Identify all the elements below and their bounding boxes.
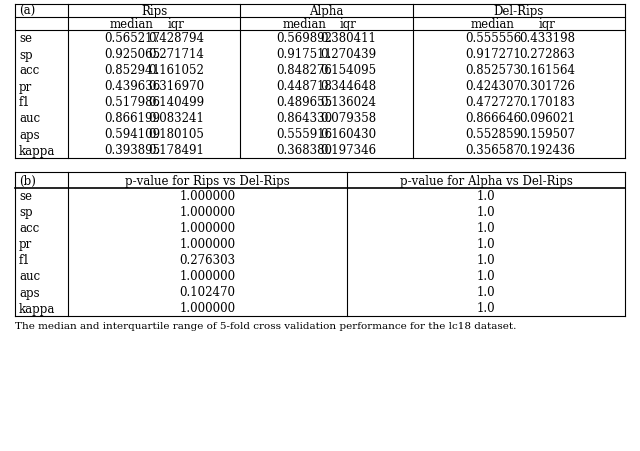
Text: 0.270439: 0.270439 xyxy=(321,48,376,61)
Text: 0.316970: 0.316970 xyxy=(148,80,204,93)
Text: sp: sp xyxy=(19,48,33,61)
Text: kappa: kappa xyxy=(19,302,56,315)
Text: se: se xyxy=(19,190,32,203)
Text: 1.0: 1.0 xyxy=(477,206,495,219)
Text: 0.301726: 0.301726 xyxy=(519,80,575,93)
Text: 0.140499: 0.140499 xyxy=(148,96,204,109)
Text: 0.489655: 0.489655 xyxy=(276,96,333,109)
Text: 0.517986: 0.517986 xyxy=(104,96,160,109)
Text: 0.083241: 0.083241 xyxy=(148,112,204,125)
Text: aps: aps xyxy=(19,128,40,141)
Text: p-value for Rips vs Del-Rips: p-value for Rips vs Del-Rips xyxy=(125,174,290,187)
Text: iqr: iqr xyxy=(340,18,357,31)
Text: 0.161564: 0.161564 xyxy=(519,64,575,77)
Text: 1.000000: 1.000000 xyxy=(179,222,236,235)
Text: 0.552859: 0.552859 xyxy=(465,128,521,141)
Text: se: se xyxy=(19,32,32,46)
Text: sp: sp xyxy=(19,206,33,219)
Text: 0.852573: 0.852573 xyxy=(465,64,521,77)
Text: 0.428794: 0.428794 xyxy=(148,32,204,46)
Text: (a): (a) xyxy=(19,5,35,18)
Text: 0.439636: 0.439636 xyxy=(104,80,160,93)
Text: The median and interquartile range of 5-fold cross validation performance for th: The median and interquartile range of 5-… xyxy=(15,322,516,331)
Text: 0.569892: 0.569892 xyxy=(276,32,333,46)
Text: 1.0: 1.0 xyxy=(477,238,495,251)
Text: 0.368380: 0.368380 xyxy=(276,144,333,157)
Text: 0.192436: 0.192436 xyxy=(519,144,575,157)
Text: auc: auc xyxy=(19,270,40,283)
Text: 0.161052: 0.161052 xyxy=(148,64,204,77)
Text: 1.000000: 1.000000 xyxy=(179,190,236,203)
Text: (b): (b) xyxy=(19,174,36,187)
Text: aps: aps xyxy=(19,286,40,299)
Text: kappa: kappa xyxy=(19,144,56,157)
Text: 1.0: 1.0 xyxy=(477,302,495,315)
Text: acc: acc xyxy=(19,64,39,77)
Text: 0.178491: 0.178491 xyxy=(148,144,204,157)
Text: 0.154095: 0.154095 xyxy=(321,64,376,77)
Text: 0.424307: 0.424307 xyxy=(465,80,521,93)
Text: 0.917271: 0.917271 xyxy=(465,48,521,61)
Text: 0.594109: 0.594109 xyxy=(104,128,160,141)
Text: 0.472727: 0.472727 xyxy=(465,96,521,109)
Text: 1.0: 1.0 xyxy=(477,190,495,203)
Text: 0.272863: 0.272863 xyxy=(519,48,575,61)
Text: 0.555556: 0.555556 xyxy=(465,32,521,46)
Text: median: median xyxy=(283,18,326,31)
Text: 0.555916: 0.555916 xyxy=(276,128,333,141)
Text: median: median xyxy=(471,18,515,31)
Text: 0.096021: 0.096021 xyxy=(519,112,575,125)
Text: 0.356587: 0.356587 xyxy=(465,144,521,157)
Text: 0.393895: 0.393895 xyxy=(104,144,160,157)
Text: 0.864330: 0.864330 xyxy=(276,112,333,125)
Text: 0.866646: 0.866646 xyxy=(465,112,521,125)
Text: auc: auc xyxy=(19,112,40,125)
Text: 1.000000: 1.000000 xyxy=(179,238,236,251)
Text: 0.380411: 0.380411 xyxy=(321,32,376,46)
Text: 1.000000: 1.000000 xyxy=(179,270,236,283)
Text: f1: f1 xyxy=(19,254,31,267)
Text: 0.917511: 0.917511 xyxy=(276,48,332,61)
Text: Alpha: Alpha xyxy=(309,5,344,18)
Text: 1.0: 1.0 xyxy=(477,270,495,283)
Text: 1.0: 1.0 xyxy=(477,222,495,235)
Text: 0.170183: 0.170183 xyxy=(519,96,575,109)
Text: median: median xyxy=(110,18,154,31)
Text: 1.0: 1.0 xyxy=(477,254,495,267)
Text: 0.271714: 0.271714 xyxy=(148,48,204,61)
Text: 0.136024: 0.136024 xyxy=(321,96,376,109)
Text: 0.565217: 0.565217 xyxy=(104,32,160,46)
Text: pr: pr xyxy=(19,80,32,93)
Text: 0.344648: 0.344648 xyxy=(321,80,376,93)
Text: Rips: Rips xyxy=(141,5,167,18)
Text: acc: acc xyxy=(19,222,39,235)
Text: 1.0: 1.0 xyxy=(477,286,495,299)
Text: 0.159507: 0.159507 xyxy=(519,128,575,141)
Text: 1.000000: 1.000000 xyxy=(179,302,236,315)
Text: pr: pr xyxy=(19,238,32,251)
Text: 0.925065: 0.925065 xyxy=(104,48,160,61)
Text: Del-Rips: Del-Rips xyxy=(494,5,544,18)
Text: 0.102470: 0.102470 xyxy=(179,286,236,299)
Text: p-value for Alpha vs Del-Rips: p-value for Alpha vs Del-Rips xyxy=(399,174,572,187)
Text: iqr: iqr xyxy=(539,18,556,31)
Text: 0.866199: 0.866199 xyxy=(104,112,160,125)
Text: 1.000000: 1.000000 xyxy=(179,206,236,219)
Text: f1: f1 xyxy=(19,96,31,109)
Text: iqr: iqr xyxy=(168,18,184,31)
Text: 0.433198: 0.433198 xyxy=(519,32,575,46)
Text: 0.848276: 0.848276 xyxy=(276,64,332,77)
Text: 0.448718: 0.448718 xyxy=(276,80,332,93)
Text: 0.160430: 0.160430 xyxy=(321,128,376,141)
Text: 0.079358: 0.079358 xyxy=(321,112,376,125)
Text: 0.276303: 0.276303 xyxy=(179,254,236,267)
Text: 0.180105: 0.180105 xyxy=(148,128,204,141)
Text: 0.852941: 0.852941 xyxy=(104,64,160,77)
Text: 0.197346: 0.197346 xyxy=(321,144,376,157)
